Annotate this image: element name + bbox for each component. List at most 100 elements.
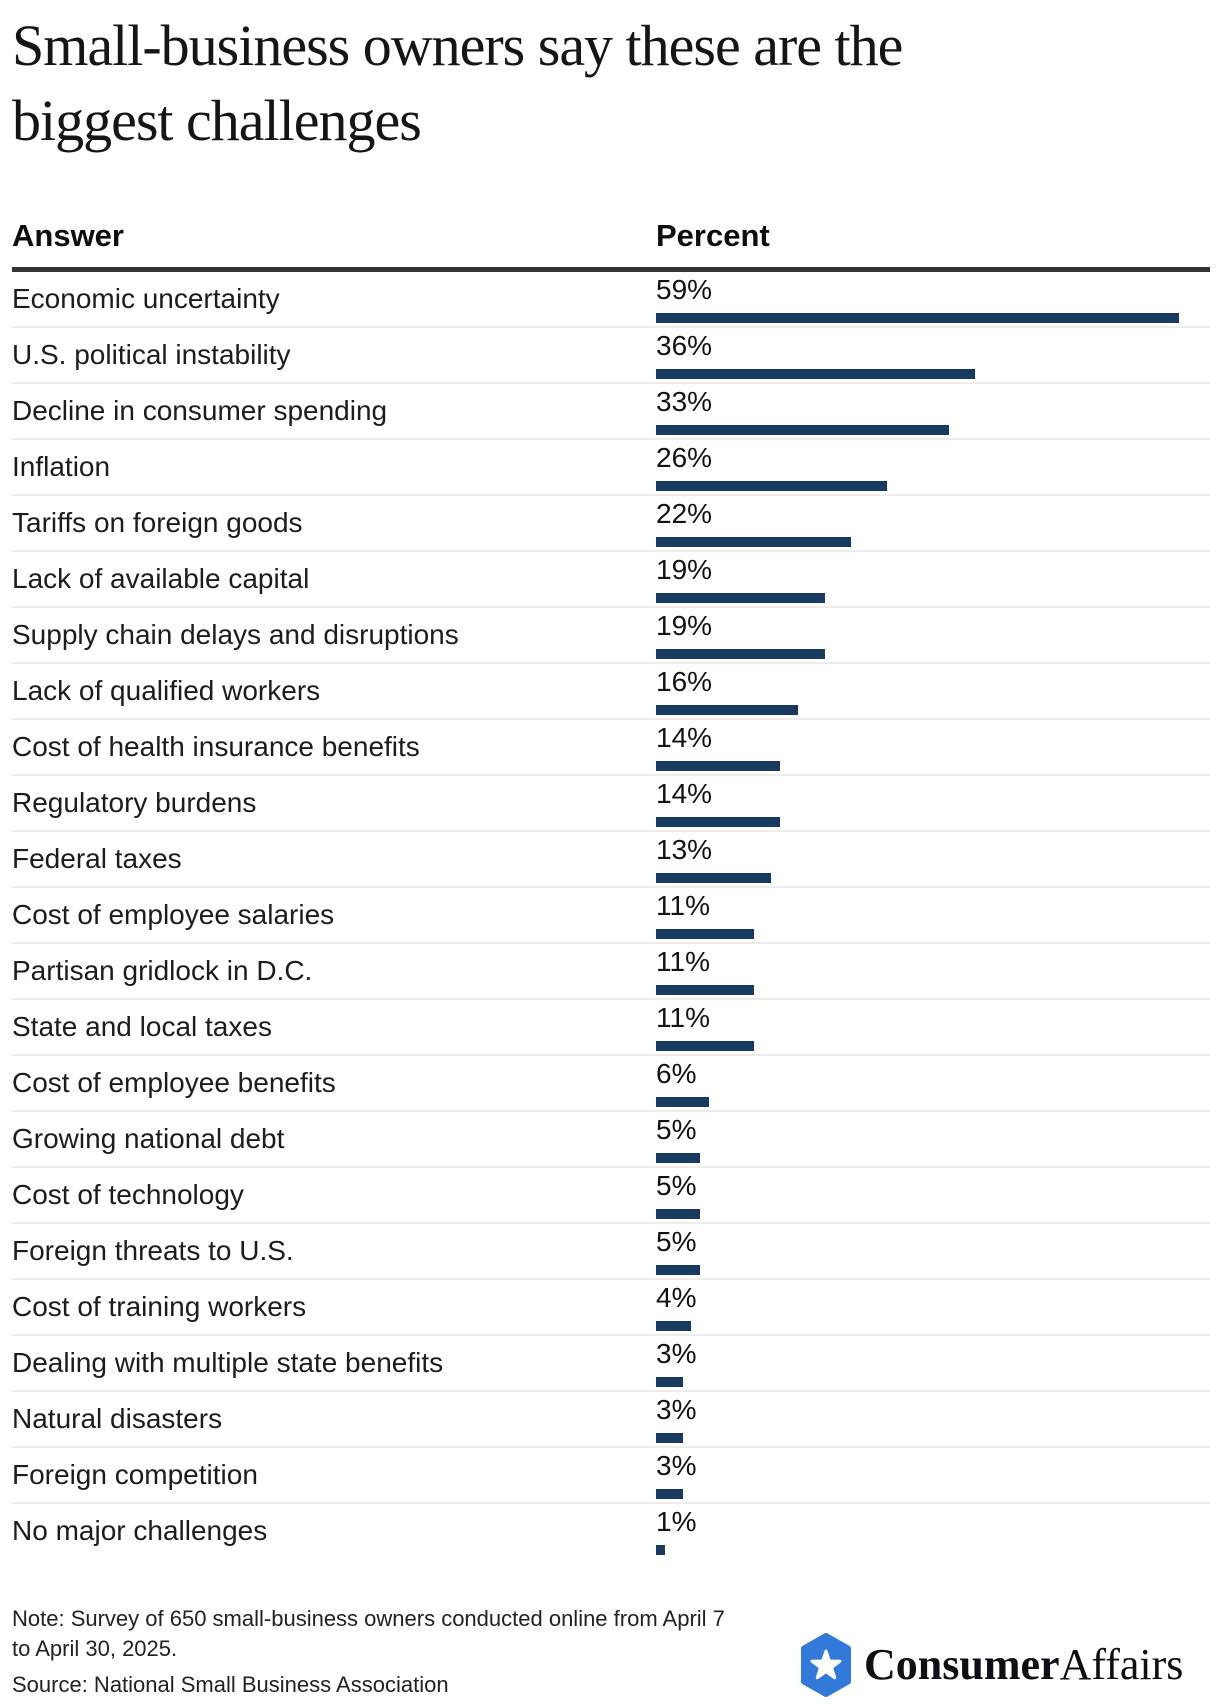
row-percent: 26% bbox=[656, 442, 713, 473]
table-row: Foreign competition 3% bbox=[12, 1448, 1210, 1504]
row-label: Foreign threats to U.S. bbox=[12, 1235, 294, 1266]
row-percent-cell: 11% bbox=[656, 1000, 1210, 1054]
table-row: Growing national debt 5% bbox=[12, 1112, 1210, 1168]
page-title: Small-business owners say these are the … bbox=[12, 8, 1202, 158]
row-percent: 3% bbox=[656, 1338, 697, 1369]
row-percent-cell: 13% bbox=[656, 832, 1210, 886]
row-percent: 11% bbox=[656, 890, 710, 921]
row-percent: 14% bbox=[656, 778, 713, 809]
row-percent: 6% bbox=[656, 1058, 697, 1089]
table-row: Economic uncertainty 59% bbox=[12, 272, 1210, 328]
row-label: Economic uncertainty bbox=[12, 283, 280, 314]
row-label: Cost of health insurance benefits bbox=[12, 731, 420, 762]
row-label: Cost of training workers bbox=[12, 1291, 307, 1322]
row-label: Growing national debt bbox=[12, 1123, 285, 1154]
row-label: Decline in consumer spending bbox=[12, 395, 388, 426]
row-percent-cell: 5% bbox=[656, 1112, 1210, 1166]
row-label: Natural disasters bbox=[12, 1403, 223, 1434]
logo-wordmark: ConsumerAffairs bbox=[864, 1643, 1183, 1687]
row-bar bbox=[656, 1433, 683, 1443]
table-row: Cost of employee benefits 6% bbox=[12, 1056, 1210, 1112]
table-row: Foreign threats to U.S. 5% bbox=[12, 1224, 1210, 1280]
row-label: Lack of available capital bbox=[12, 563, 310, 594]
chart-source: Source: National Small Business Associat… bbox=[12, 1672, 449, 1697]
row-bar bbox=[656, 593, 825, 603]
row-percent-cell: 3% bbox=[656, 1392, 1210, 1446]
row-percent: 3% bbox=[656, 1450, 697, 1481]
table-row: Tariffs on foreign goods 22% bbox=[12, 496, 1210, 552]
row-percent-cell: 3% bbox=[656, 1448, 1210, 1502]
logo-wordmark-consumer: Consumer bbox=[864, 1640, 1060, 1689]
row-percent-cell: 14% bbox=[656, 720, 1210, 774]
table-row: Cost of technology 5% bbox=[12, 1168, 1210, 1224]
row-label: Cost of technology bbox=[12, 1179, 244, 1210]
table-row: Federal taxes 13% bbox=[12, 832, 1210, 888]
row-percent-cell: 11% bbox=[656, 888, 1210, 942]
row-percent: 59% bbox=[656, 274, 713, 305]
table-row: Regulatory burdens 14% bbox=[12, 776, 1210, 832]
row-percent-cell: 59% bbox=[656, 272, 1210, 326]
answer-column-header: Answer bbox=[12, 218, 124, 253]
row-label: Cost of employee benefits bbox=[12, 1067, 336, 1098]
row-percent: 1% bbox=[656, 1506, 697, 1537]
table-row: Decline in consumer spending 33% bbox=[12, 384, 1210, 440]
row-label: Supply chain delays and disruptions bbox=[12, 619, 459, 650]
table-row: Inflation 26% bbox=[12, 440, 1210, 496]
row-bar bbox=[656, 705, 798, 715]
row-bar bbox=[656, 873, 771, 883]
row-bar bbox=[656, 1377, 683, 1387]
row-percent-cell: 11% bbox=[656, 944, 1210, 998]
row-bar bbox=[656, 929, 754, 939]
row-bar bbox=[656, 817, 780, 827]
row-percent: 19% bbox=[656, 610, 713, 641]
row-percent: 36% bbox=[656, 330, 713, 361]
header-rule bbox=[12, 267, 1210, 272]
page-title-line2: biggest challenges bbox=[12, 88, 422, 153]
percent-column-header: Percent bbox=[656, 218, 770, 253]
logo-wordmark-affairs: Affairs bbox=[1059, 1640, 1184, 1689]
logo-hexagon-star-icon bbox=[801, 1633, 851, 1697]
row-label: Inflation bbox=[12, 451, 111, 482]
row-bar bbox=[656, 537, 851, 547]
table-row: Cost of training workers 4% bbox=[12, 1280, 1210, 1336]
row-label: Federal taxes bbox=[12, 843, 182, 874]
row-label: Foreign competition bbox=[12, 1459, 258, 1490]
row-percent: 5% bbox=[656, 1226, 697, 1257]
bar-chart-table: Economic uncertainty 59% U.S. political in… bbox=[12, 272, 1210, 1560]
row-percent-cell: 22% bbox=[656, 496, 1210, 550]
row-bar bbox=[656, 1265, 700, 1275]
consumeraffairs-logo: ConsumerAffairs bbox=[800, 1632, 1183, 1698]
row-percent-cell: 19% bbox=[656, 608, 1210, 662]
row-bar bbox=[656, 761, 780, 771]
row-bar bbox=[656, 1209, 700, 1219]
row-percent: 11% bbox=[656, 946, 710, 977]
row-percent-cell: 26% bbox=[656, 440, 1210, 494]
row-percent-cell: 14% bbox=[656, 776, 1210, 830]
table-row: Lack of available capital 19% bbox=[12, 552, 1210, 608]
row-percent-cell: 5% bbox=[656, 1224, 1210, 1278]
row-bar bbox=[656, 649, 825, 659]
row-percent: 16% bbox=[656, 666, 713, 697]
table-row: Cost of employee salaries 11% bbox=[12, 888, 1210, 944]
row-percent-cell: 6% bbox=[656, 1056, 1210, 1110]
row-percent: 3% bbox=[656, 1394, 697, 1425]
table-row: U.S. political instability 36% bbox=[12, 328, 1210, 384]
row-percent: 22% bbox=[656, 498, 713, 529]
table-row: Natural disasters 3% bbox=[12, 1392, 1210, 1448]
row-label: Cost of employee salaries bbox=[12, 899, 335, 930]
row-percent-cell: 3% bbox=[656, 1336, 1210, 1390]
row-bar bbox=[656, 313, 1179, 323]
table-row: Lack of qualified workers 16% bbox=[12, 664, 1210, 720]
row-label: Dealing with multiple state benefits bbox=[12, 1347, 444, 1378]
row-label: No major challenges bbox=[12, 1515, 268, 1546]
row-label: Tariffs on foreign goods bbox=[12, 507, 303, 538]
row-bar bbox=[656, 1545, 665, 1555]
table-row: Supply chain delays and disruptions 19% bbox=[12, 608, 1210, 664]
row-bar bbox=[656, 1041, 754, 1051]
row-percent-cell: 5% bbox=[656, 1168, 1210, 1222]
row-label: Partisan gridlock in D.C. bbox=[12, 955, 313, 986]
table-row: Cost of health insurance benefits 14% bbox=[12, 720, 1210, 776]
row-percent-cell: 33% bbox=[656, 384, 1210, 438]
table-row: Dealing with multiple state benefits 3% bbox=[12, 1336, 1210, 1392]
row-label: Lack of qualified workers bbox=[12, 675, 321, 706]
